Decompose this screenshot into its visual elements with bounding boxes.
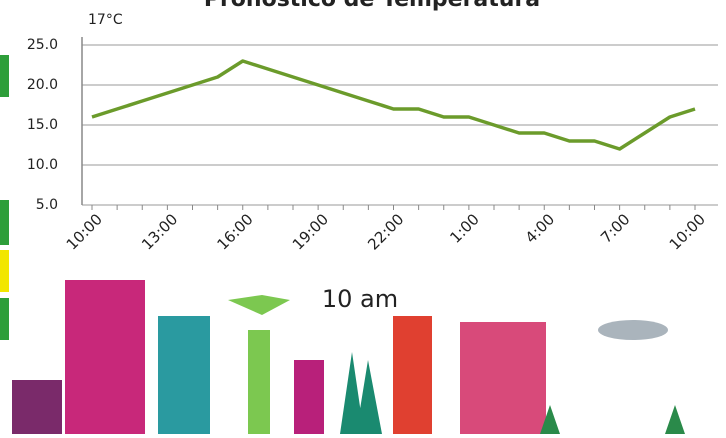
side-strip xyxy=(0,200,9,245)
skyline xyxy=(12,280,685,434)
y-tick-label: 25.0 xyxy=(27,37,58,53)
side-strip xyxy=(0,250,9,292)
current-temp: 17°C xyxy=(88,12,123,28)
y-tick-label: 5.0 xyxy=(36,197,58,213)
x-tick-label: 10:00 xyxy=(666,210,709,253)
temp-line xyxy=(91,59,696,151)
building xyxy=(248,330,270,434)
y-tick-label: 20.0 xyxy=(27,77,58,93)
side-strip xyxy=(0,55,9,97)
title: Pronóstico de Temperatura xyxy=(204,0,540,12)
y-tick-label: 15.0 xyxy=(27,117,58,133)
x-tick-label: 7:00 xyxy=(597,210,634,247)
x-tick-label: 4:00 xyxy=(522,210,559,247)
side-strip xyxy=(0,298,9,340)
tree xyxy=(540,405,685,434)
building xyxy=(460,322,546,434)
y-tick-label: 10.0 xyxy=(27,157,58,173)
x-tick-label: 1:00 xyxy=(446,210,483,247)
x-tick-label: 10:00 xyxy=(63,210,106,253)
building xyxy=(294,360,324,434)
building xyxy=(65,280,145,434)
building xyxy=(12,380,62,434)
x-tick-label: 22:00 xyxy=(364,210,407,253)
building xyxy=(340,352,382,434)
cloud xyxy=(598,320,668,340)
time-label: 10 am xyxy=(322,285,398,313)
x-tick-label: 13:00 xyxy=(138,210,181,253)
statue xyxy=(228,295,290,315)
x-tick-label: 19:00 xyxy=(289,210,332,253)
x-tick-label: 16:00 xyxy=(213,210,256,253)
plot: 5.0 10.0 15.0 20.0 25.0 10:00 13:00 16:00 19:00 2… xyxy=(27,37,718,254)
building xyxy=(393,316,432,434)
building xyxy=(158,316,210,434)
